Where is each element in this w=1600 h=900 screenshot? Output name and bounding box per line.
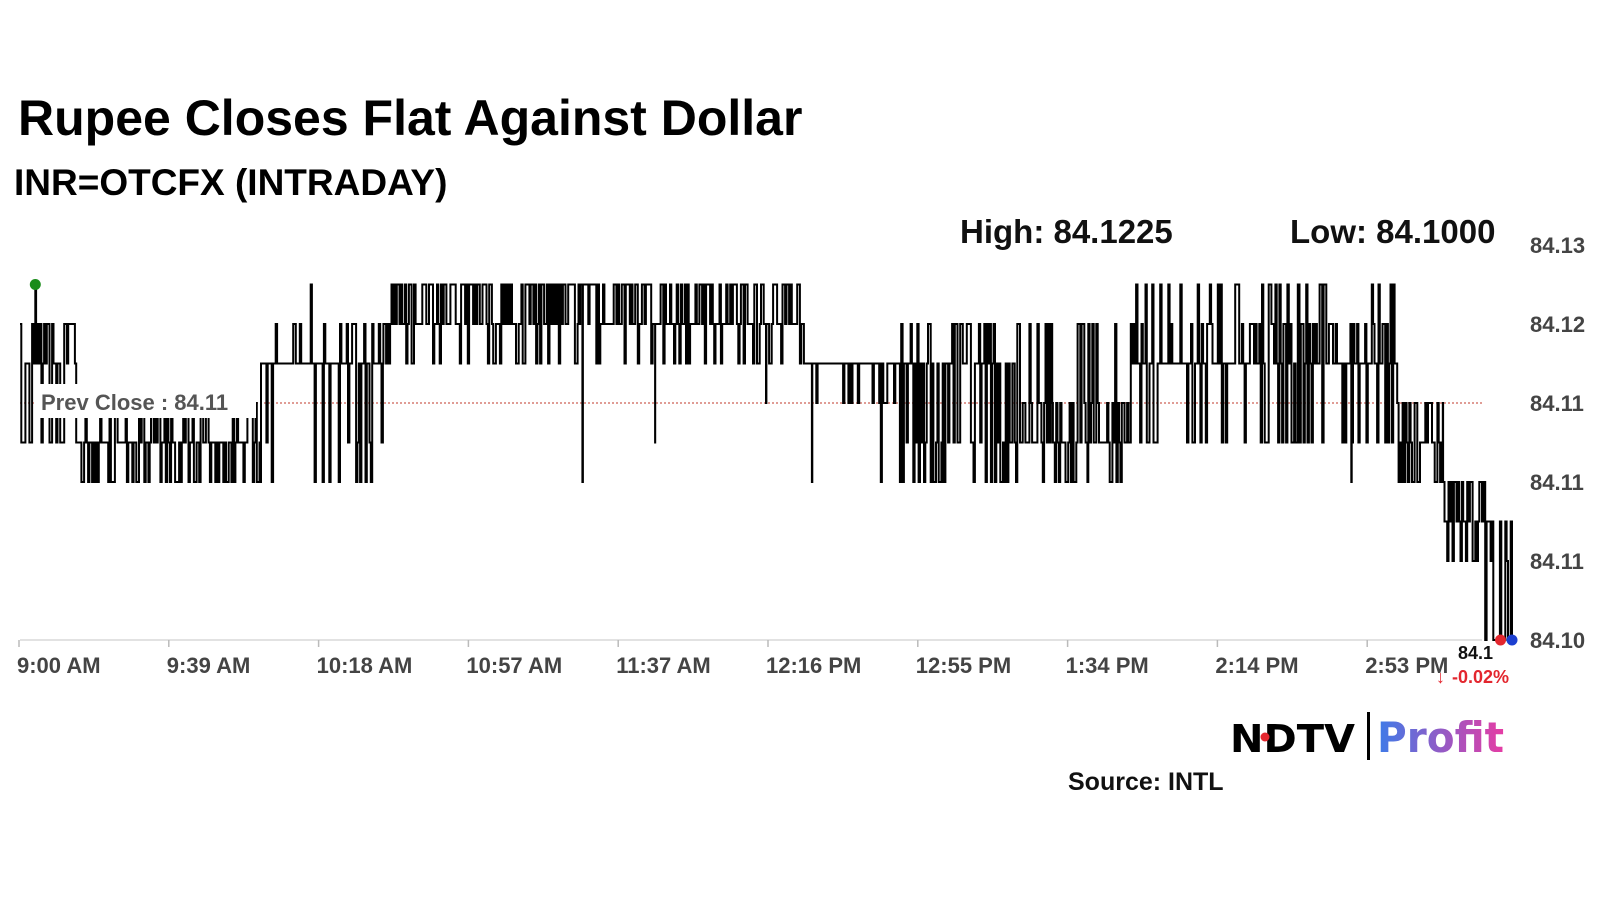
markers-group xyxy=(29,279,1518,646)
x-tick-label: 9:00 AM xyxy=(17,653,101,678)
series-group xyxy=(20,283,1513,641)
x-tick-label: 12:16 PM xyxy=(766,653,861,678)
last-marker xyxy=(1506,634,1518,646)
last-value-label: 84.1 xyxy=(1458,643,1493,663)
x-tick-label: 10:57 AM xyxy=(466,653,562,678)
high-label: High: 84.1225 xyxy=(960,213,1173,250)
y-axis-ticks: 84.13 84.12 84.11 84.11 84.11 84.10 xyxy=(1530,233,1585,653)
logo-profit: Profit xyxy=(1377,713,1504,762)
chart-subtitle: INR=OTCFX (INTRADAY) xyxy=(14,162,447,203)
prev-close-label: Prev Close : 84.11 xyxy=(41,390,228,415)
change-label: -0.02% xyxy=(1452,667,1509,687)
logo-divider xyxy=(1367,712,1370,760)
chart-title: Rupee Closes Flat Against Dollar xyxy=(18,90,802,146)
x-tick-label: 9:39 AM xyxy=(167,653,251,678)
x-tick-label: 10:18 AM xyxy=(317,653,413,678)
y-tick-label: 84.10 xyxy=(1530,628,1585,653)
y-tick-label: 84.12 xyxy=(1530,312,1585,337)
low-marker xyxy=(1495,634,1507,646)
logo-ndtv: NDTV xyxy=(1230,717,1356,761)
last-value-bg xyxy=(1452,642,1494,662)
series-line xyxy=(20,283,1513,641)
y-tick-label: 84.11 xyxy=(1530,391,1584,416)
x-tick-label: 2:53 PM xyxy=(1365,653,1448,678)
x-tick-label: 12:55 PM xyxy=(916,653,1011,678)
x-tick-label: 2:14 PM xyxy=(1215,653,1298,678)
y-tick-label: 84.11 xyxy=(1530,470,1584,495)
x-tick-label: 11:37 AM xyxy=(616,653,711,678)
source-label: Source: INTL xyxy=(1068,768,1224,796)
logo-ndtv-dot xyxy=(1260,732,1270,742)
high-marker xyxy=(29,279,41,290)
change-arrow-icon: ↓ xyxy=(1436,667,1445,687)
x-axis-ticks: 9:00 AM 9:39 AM 10:18 AM 10:57 AM 11:37 AM 12… xyxy=(17,640,1448,678)
y-tick-label: 84.13 xyxy=(1530,233,1585,258)
low-label: Low: 84.1000 xyxy=(1290,213,1495,250)
y-tick-label: 84.11 xyxy=(1530,549,1584,574)
prev-close-label-bg xyxy=(34,384,256,418)
x-tick-label: 1:34 PM xyxy=(1066,653,1149,678)
